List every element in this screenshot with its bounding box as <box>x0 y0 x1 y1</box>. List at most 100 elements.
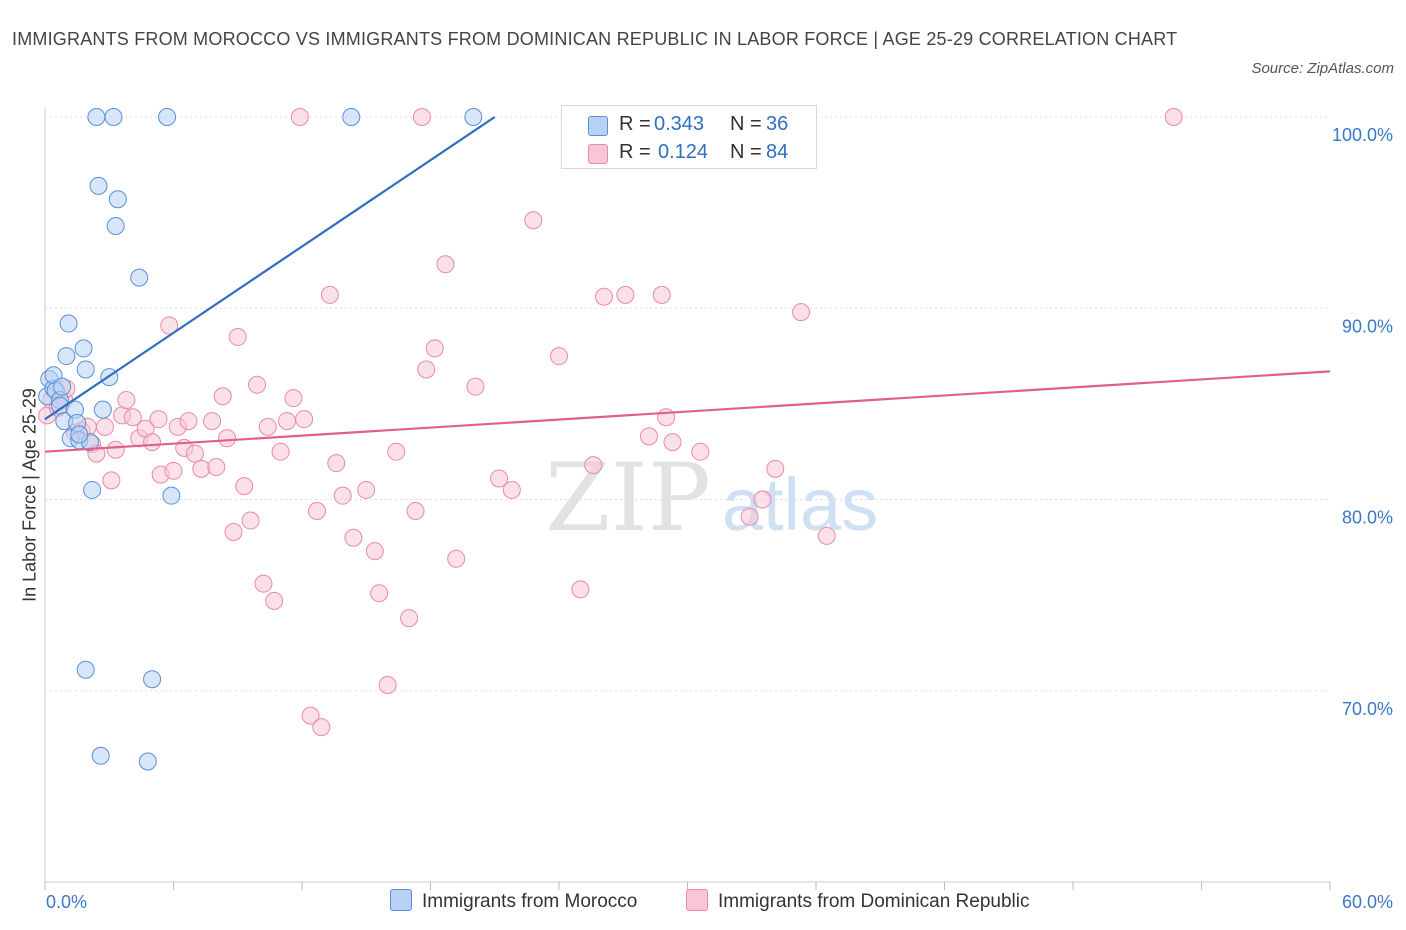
legend-dominican-label: Immigrants from Dominican Republic <box>718 891 1030 912</box>
dominican-point <box>228 327 247 346</box>
tick-labels: 70.0% 80.0% 90.0% 100.0% 0.0% 60.0% <box>46 125 1393 912</box>
dominican-point <box>502 480 521 499</box>
morocco-point <box>464 108 483 126</box>
dominican-point <box>218 429 237 448</box>
dominican-point <box>792 303 811 322</box>
dominican-point <box>657 408 676 427</box>
dominican-r-value: 0.124 <box>658 141 709 163</box>
dominican-point <box>320 285 339 304</box>
dominican-point <box>639 427 658 446</box>
morocco-point <box>93 400 112 419</box>
dominican-point <box>224 523 243 542</box>
dominican-point <box>365 542 384 561</box>
morocco-point <box>76 360 95 379</box>
dominican-point <box>584 456 603 475</box>
morocco-point <box>87 108 106 126</box>
watermark-zip: ZIP <box>545 444 711 553</box>
morocco-point <box>57 347 76 366</box>
dominican-r-key: R = <box>619 141 651 163</box>
dominican-point <box>295 410 314 429</box>
morocco-point <box>143 670 162 689</box>
dominican-point <box>235 477 254 496</box>
morocco-point <box>104 108 123 126</box>
dominican-point <box>652 285 671 304</box>
dominican-point <box>290 108 309 126</box>
dominican-point <box>663 433 682 452</box>
dominican-swatch <box>588 144 608 164</box>
dominican-point <box>425 339 444 358</box>
morocco-point <box>76 660 95 679</box>
morocco-n-value: 36 <box>766 113 789 135</box>
legend-item-dominican: Immigrants from Dominican Republic <box>686 888 1030 916</box>
dominican-point <box>357 480 376 499</box>
morocco-trend-line <box>44 116 496 421</box>
dominican-point <box>378 676 397 695</box>
dominican-point <box>333 486 352 505</box>
morocco-r-key: R = <box>619 113 651 135</box>
dominican-point <box>766 459 785 478</box>
dominican-point <box>490 469 509 488</box>
morocco-point <box>53 377 72 396</box>
morocco-point <box>70 425 89 444</box>
dominican-n-value: 84 <box>766 141 789 163</box>
x-tick-label-max: 60.0% <box>1342 892 1393 912</box>
morocco-point <box>158 108 177 126</box>
gridlines <box>45 116 1330 692</box>
dominican-point <box>185 444 204 463</box>
dominican-point <box>466 377 485 396</box>
dominican-point <box>1164 108 1183 126</box>
morocco-point <box>83 480 102 499</box>
dominican-point <box>117 391 136 410</box>
dominican-point <box>203 412 222 431</box>
dominican-point <box>301 706 320 725</box>
morocco-point <box>138 752 157 771</box>
dominican-point <box>740 507 759 526</box>
dominican-point <box>370 584 389 603</box>
dominican-point <box>254 574 273 593</box>
chart-title: IMMIGRANTS FROM MOROCCO VS IMMIGRANTS FR… <box>12 29 1178 49</box>
dominican-point <box>417 360 436 379</box>
legend-morocco-label: Immigrants from Morocco <box>422 891 638 912</box>
dominican-trend-line <box>44 370 1331 453</box>
dominican-point <box>160 316 179 335</box>
dominican-point <box>817 526 836 545</box>
y-tick-label: 80.0% <box>1342 508 1393 528</box>
morocco-n-key: N = <box>730 113 762 135</box>
morocco-points <box>38 108 483 771</box>
x-tick-label-min: 0.0% <box>46 892 87 912</box>
morocco-point <box>89 176 108 195</box>
dominican-point <box>258 417 277 436</box>
watermark-atlas: atlas <box>722 463 878 546</box>
watermark: ZIP atlas <box>545 444 878 553</box>
morocco-point <box>108 190 127 209</box>
dominican-point <box>307 501 326 520</box>
dominican-point <box>95 417 114 436</box>
dominican-point <box>400 609 419 628</box>
dominican-point <box>406 501 425 520</box>
y-tick-label: 90.0% <box>1342 316 1393 336</box>
y-axis-label: In Labor Force | Age 25-29 <box>19 388 40 602</box>
morocco-point <box>130 268 149 287</box>
dominican-point <box>164 461 183 480</box>
dominican-point <box>143 433 162 452</box>
y-tick-label: 70.0% <box>1342 699 1393 719</box>
dominican-point <box>344 528 363 547</box>
dominican-point <box>102 471 121 490</box>
dominican-point <box>241 511 260 530</box>
legend-dominican-swatch <box>686 889 708 911</box>
dominican-point <box>327 454 346 473</box>
dominican-point <box>271 442 290 461</box>
axes <box>44 107 1331 890</box>
dominican-point <box>149 410 168 429</box>
dominican-point <box>213 387 232 406</box>
dominican-point <box>594 287 613 306</box>
dominican-point <box>447 549 466 568</box>
chart-source: Source: ZipAtlas.com <box>1251 60 1394 77</box>
morocco-point <box>74 339 93 358</box>
dominican-point <box>278 412 297 431</box>
morocco-point <box>106 217 125 236</box>
dominican-point <box>524 211 543 230</box>
legend-morocco-swatch <box>390 889 412 911</box>
dominican-points <box>38 108 1183 737</box>
